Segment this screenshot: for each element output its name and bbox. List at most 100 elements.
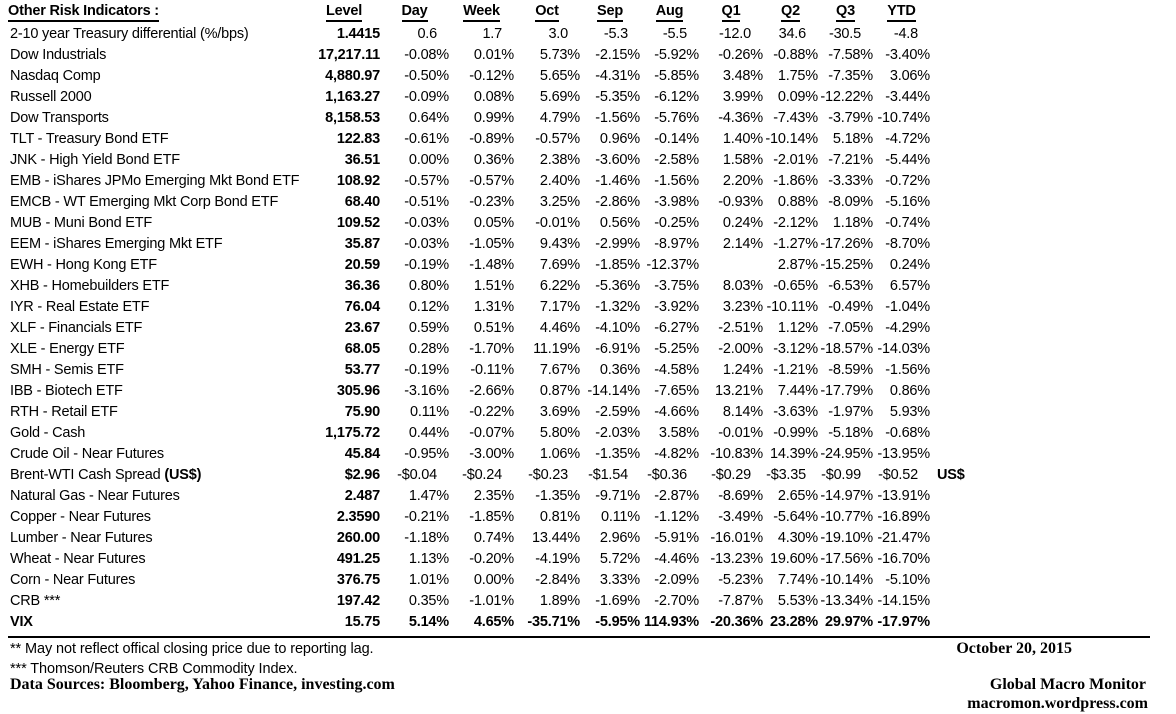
cell: -13.23% [710, 550, 763, 567]
cell: -0.89% [469, 130, 514, 147]
cell: -5.95% [595, 613, 640, 630]
cell: 5.93% [889, 403, 930, 420]
cell: -15.25% [820, 256, 873, 273]
cell: -2.99% [595, 235, 640, 252]
cell: 305.96 [336, 382, 380, 399]
cell: 3.58% [658, 424, 699, 441]
cell: -1.86% [773, 172, 818, 189]
cell: -14.14% [587, 382, 640, 399]
table-row: XLF - Financials ETF 23.67 0.59% 0.51% 4.46%… [8, 317, 978, 338]
cell: -4.29% [885, 319, 930, 336]
row-label: Gold - Cash [8, 422, 308, 443]
cell: -2.70% [654, 592, 699, 609]
row-trailing [930, 443, 978, 464]
cell: -3.33% [828, 172, 873, 189]
row-label: Lumber - Near Futures [8, 527, 308, 548]
cell: 0.24% [889, 256, 930, 273]
cell: -$0.36 [647, 466, 687, 483]
table-row: Wheat - Near Futures 491.25 1.13% -0.20% -4.… [8, 548, 978, 569]
row-label: RTH - Retail ETF [8, 401, 308, 422]
cell: -10.74% [877, 109, 930, 126]
row-label: EWH - Hong Kong ETF [8, 254, 308, 275]
cell: -6.53% [828, 277, 873, 294]
cell: -0.01% [535, 214, 580, 231]
row-label-text: Corn - Near Futures [10, 571, 136, 588]
cell: 53.77 [344, 361, 380, 378]
cell: 0.51% [473, 319, 514, 336]
column-header-sep: Sep [580, 2, 640, 23]
cell: -1.32% [595, 298, 640, 315]
cell: 13.21% [715, 382, 763, 399]
row-label: Wheat - Near Futures [8, 548, 308, 569]
cell: -30.5 [828, 25, 861, 42]
row-trailing [930, 65, 978, 86]
cell: 1.31% [473, 298, 514, 315]
cell: 17,217.11 [318, 46, 380, 63]
row-label: VIX [8, 611, 308, 632]
cell: -10.77% [820, 508, 873, 525]
cell: 14.39% [770, 445, 818, 462]
column-header-text: Sep [597, 3, 623, 22]
row-label-text: Wheat - Near Futures [10, 550, 146, 567]
cell: -$3.35 [766, 466, 806, 483]
cell: 2.65% [777, 487, 818, 504]
cell: -4.82% [654, 445, 699, 462]
cell: -1.27% [773, 235, 818, 252]
cell: -4.58% [654, 361, 699, 378]
row-trailing [930, 44, 978, 65]
cell: 68.05 [344, 340, 380, 357]
source-url[interactable]: macromon.wordpress.com [967, 695, 1148, 712]
cell: -5.85% [654, 67, 699, 84]
row-label: Brent-WTI Cash Spread (US$) [8, 464, 308, 485]
cell: -2.84% [535, 571, 580, 588]
risk-indicators-table: Other Risk Indicators : Level Day Week Oct Se… [8, 2, 978, 632]
column-header-oct: Oct [514, 2, 580, 23]
cell: 260.00 [336, 529, 380, 546]
cell: -3.98% [654, 193, 699, 210]
cell: -1.35% [535, 487, 580, 504]
cell: -0.99% [773, 424, 818, 441]
row-label-text: Natural Gas - Near Futures [10, 487, 180, 504]
row-trailing [930, 275, 978, 296]
row-trailing [930, 317, 978, 338]
cell: 0.88% [777, 193, 818, 210]
cell: -12.0 [718, 25, 751, 42]
row-label: EEM - iShares Emerging Mkt ETF [8, 233, 308, 254]
cell: -7.05% [828, 319, 873, 336]
column-header-week: Week [449, 2, 514, 23]
column-header-text: Q3 [836, 3, 855, 22]
table-row: EMCB - WT Emerging Mkt Corp Bond ETF 68.4… [8, 191, 978, 212]
table-row: IYR - Real Estate ETF 76.04 0.12% 1.31% 7.17… [8, 296, 978, 317]
table-row: Dow Industrials 17,217.11 -0.08% 0.01% 5.73%… [8, 44, 978, 65]
cell: -24.95% [820, 445, 873, 462]
cell: 1.7 [482, 25, 502, 42]
row-label: JNK - High Yield Bond ETF [8, 149, 308, 170]
cell: -7.65% [654, 382, 699, 399]
row-label-text: RTH - Retail ETF [10, 403, 118, 420]
cell: -10.14% [765, 130, 818, 147]
cell: -1.85% [469, 508, 514, 525]
table-row: 2-10 year Treasury differential (%/bps) 1… [8, 23, 978, 44]
cell: -9.71% [595, 487, 640, 504]
cell: -3.40% [885, 46, 930, 63]
cell: 8.03% [722, 277, 763, 294]
cell: -0.23% [469, 193, 514, 210]
cell: 3.69% [539, 403, 580, 420]
column-header-day: Day [380, 2, 449, 23]
cell: -0.88% [773, 46, 818, 63]
row-label: IYR - Real Estate ETF [8, 296, 308, 317]
cell: -16.70% [877, 550, 930, 567]
cell: 376.75 [336, 571, 380, 588]
cell: 6.57% [889, 277, 930, 294]
cell: -1.56% [654, 172, 699, 189]
cell: -2.12% [773, 214, 818, 231]
cell: 0.6 [417, 25, 437, 42]
table-row: IBB - Biotech ETF 305.96 -3.16% -2.66% 0.87%… [8, 380, 978, 401]
cell: -1.46% [595, 172, 640, 189]
cell: -2.09% [654, 571, 699, 588]
cell: 491.25 [336, 550, 380, 567]
row-label-text: Copper - Near Futures [10, 508, 151, 525]
cell: 45.84 [344, 445, 380, 462]
cell: -6.12% [654, 88, 699, 105]
table-title-text: Other Risk Indicators : [8, 3, 159, 22]
